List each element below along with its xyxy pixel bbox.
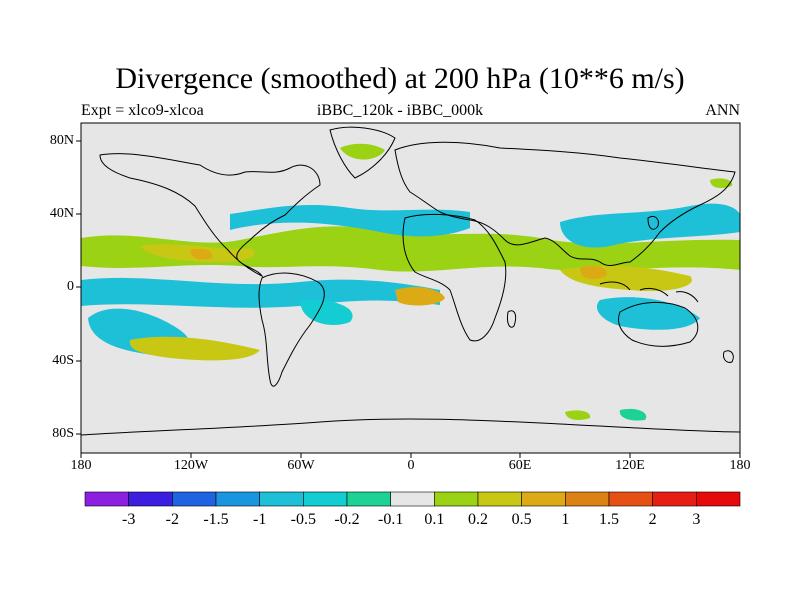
colorbar-label: -3 xyxy=(121,511,136,528)
colorbar-swatch xyxy=(434,491,479,507)
colorbar-swatch xyxy=(215,491,260,507)
field-region xyxy=(565,410,591,420)
comparison-label: iBBC_120k - iBBC_000k xyxy=(316,102,484,119)
field-region xyxy=(81,226,740,272)
field-region xyxy=(190,248,213,260)
colorbar-label: 3 xyxy=(692,511,701,528)
lon-label: 180 xyxy=(70,458,92,473)
colorbar-swatch xyxy=(477,491,522,507)
colorbar-label: -1.5 xyxy=(203,511,229,528)
field-region xyxy=(710,178,733,188)
colorbar-swatch xyxy=(259,491,304,507)
field-region xyxy=(81,277,440,308)
lon-label: 180 xyxy=(729,458,751,473)
colorbar-label: -2 xyxy=(165,511,179,528)
coast-north-america xyxy=(99,153,321,278)
coast-australia xyxy=(618,301,699,347)
coast-south-america xyxy=(258,272,325,387)
field-region xyxy=(580,265,607,280)
colorbar-swatch xyxy=(128,491,173,507)
coast-africa xyxy=(402,213,507,342)
season-label: ANN xyxy=(705,102,740,119)
lon-label: 60W xyxy=(287,458,315,473)
lon-label: 120E xyxy=(615,458,645,473)
lat-label: 80N xyxy=(49,133,74,148)
colorbar-label: 1.5 xyxy=(599,511,619,528)
colorbar-swatch xyxy=(84,491,129,507)
colorbar-swatch xyxy=(608,491,653,507)
coast-indonesia xyxy=(599,281,699,303)
field-region xyxy=(619,408,647,421)
field-region xyxy=(129,336,260,361)
field-region xyxy=(230,204,470,237)
coast-europe-asia xyxy=(394,141,736,267)
divergence-field xyxy=(81,143,740,421)
field-region xyxy=(395,287,445,306)
colorbar-label: -1 xyxy=(252,511,267,528)
lon-label: 60E xyxy=(508,458,532,473)
experiment-label: Expt = xlco9-xlcoa xyxy=(81,102,204,119)
colorbar-label: -0.5 xyxy=(290,511,316,528)
colorbar-label: 2 xyxy=(648,511,657,528)
field-region xyxy=(340,143,385,160)
coast-japan xyxy=(647,215,659,230)
colorbar-label: -0.2 xyxy=(334,511,360,528)
lat-label: 40N xyxy=(49,206,74,221)
field-region xyxy=(596,297,700,330)
ticks xyxy=(76,140,741,458)
colorbar-label: 0.1 xyxy=(424,511,445,528)
lat-label: 40S xyxy=(52,353,74,368)
coast-greenland xyxy=(329,126,396,179)
coast-madagascar xyxy=(507,310,517,328)
colorbar-swatch xyxy=(303,491,348,507)
coast-newzealand xyxy=(723,350,734,363)
coastlines xyxy=(81,126,740,436)
colorbar-swatch xyxy=(390,491,435,507)
colorbar-label: 1 xyxy=(561,511,570,528)
colorbar-swatch xyxy=(652,491,697,507)
colorbar-label: -0.1 xyxy=(377,511,404,528)
colorbar xyxy=(84,491,741,507)
colorbar-swatch xyxy=(696,491,741,507)
lon-label: 0 xyxy=(407,458,415,473)
field-region xyxy=(300,299,353,326)
map-title: Divergence (smoothed) at 200 hPa (10**6 … xyxy=(115,62,685,95)
lon-label: 120W xyxy=(173,458,209,473)
colorbar-swatch xyxy=(346,491,391,507)
colorbar-label: 0.5 xyxy=(511,511,532,528)
colorbar-swatch xyxy=(565,491,610,507)
field-region xyxy=(560,203,740,248)
colorbar-swatch xyxy=(172,491,217,507)
colorbar-swatch xyxy=(521,491,566,507)
lat-label: 0 xyxy=(67,279,74,294)
coast-antarctica xyxy=(81,418,740,436)
colorbar-label: 0.2 xyxy=(468,511,488,528)
lat-label: 80S xyxy=(52,426,74,441)
